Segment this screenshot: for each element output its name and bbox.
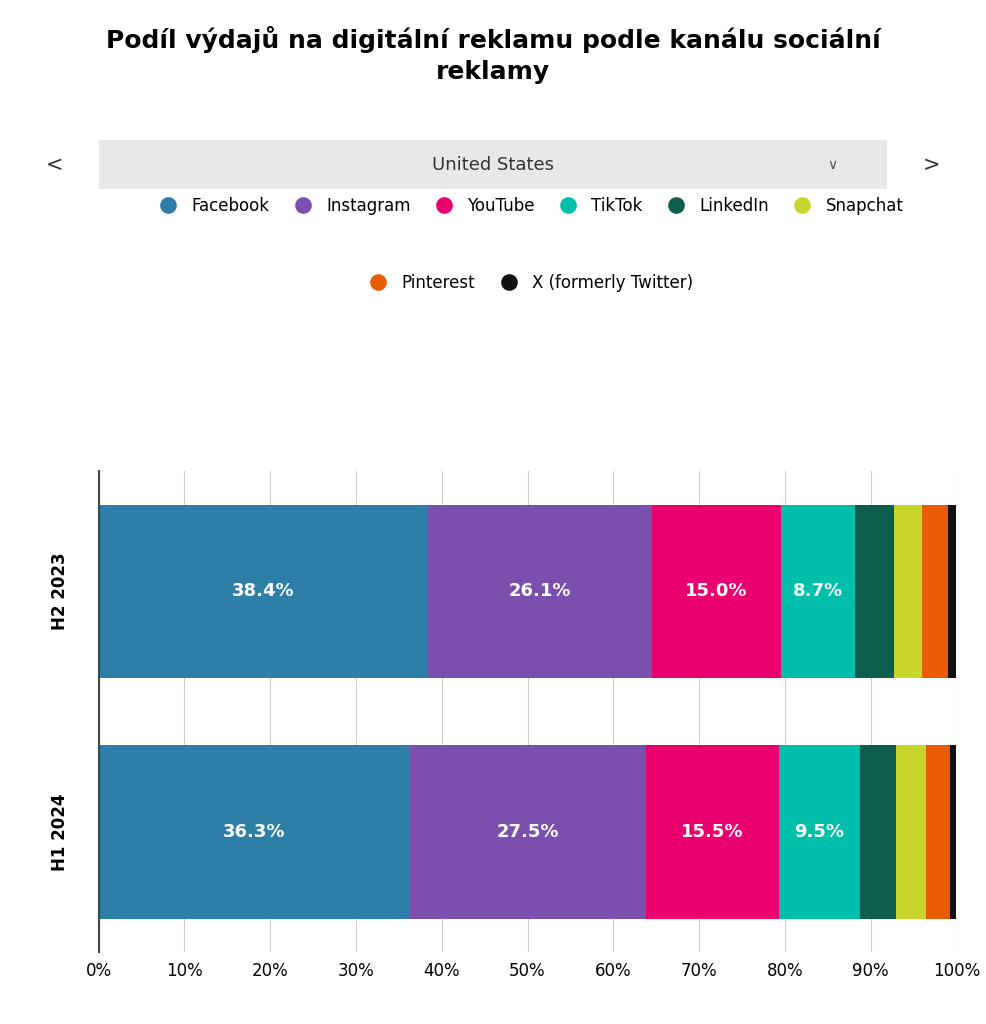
Text: 26.1%: 26.1% [509, 583, 571, 600]
Bar [948, 505, 956, 678]
Bar [646, 745, 779, 919]
Text: Podíl výdajů na digitální reklamu podle kanálu sociální
reklamy: Podíl výdajů na digitální reklamu podle … [106, 26, 880, 84]
Text: 38.4%: 38.4% [232, 583, 295, 600]
Bar [855, 505, 893, 678]
Bar [893, 505, 922, 678]
Text: 15.5%: 15.5% [681, 823, 743, 841]
Text: ∨: ∨ [827, 158, 837, 172]
Bar [99, 505, 428, 678]
Bar [927, 745, 951, 919]
Text: >: > [923, 155, 941, 175]
Bar [781, 505, 855, 678]
Bar [410, 745, 646, 919]
Legend: Pinterest, X (formerly Twitter): Pinterest, X (formerly Twitter) [355, 267, 700, 299]
Bar [896, 745, 927, 919]
Text: United States: United States [432, 156, 554, 174]
Text: 36.3%: 36.3% [223, 823, 286, 841]
Text: 27.5%: 27.5% [497, 823, 559, 841]
Text: 8.7%: 8.7% [793, 583, 843, 600]
Bar [428, 505, 652, 678]
Bar [652, 505, 781, 678]
Bar [951, 745, 956, 919]
Text: <: < [45, 155, 63, 175]
Bar [779, 745, 861, 919]
FancyBboxPatch shape [83, 139, 903, 190]
Text: 9.5%: 9.5% [795, 823, 845, 841]
Text: 15.0%: 15.0% [685, 583, 747, 600]
Bar [99, 745, 410, 919]
Bar [861, 745, 896, 919]
Bar [922, 505, 948, 678]
